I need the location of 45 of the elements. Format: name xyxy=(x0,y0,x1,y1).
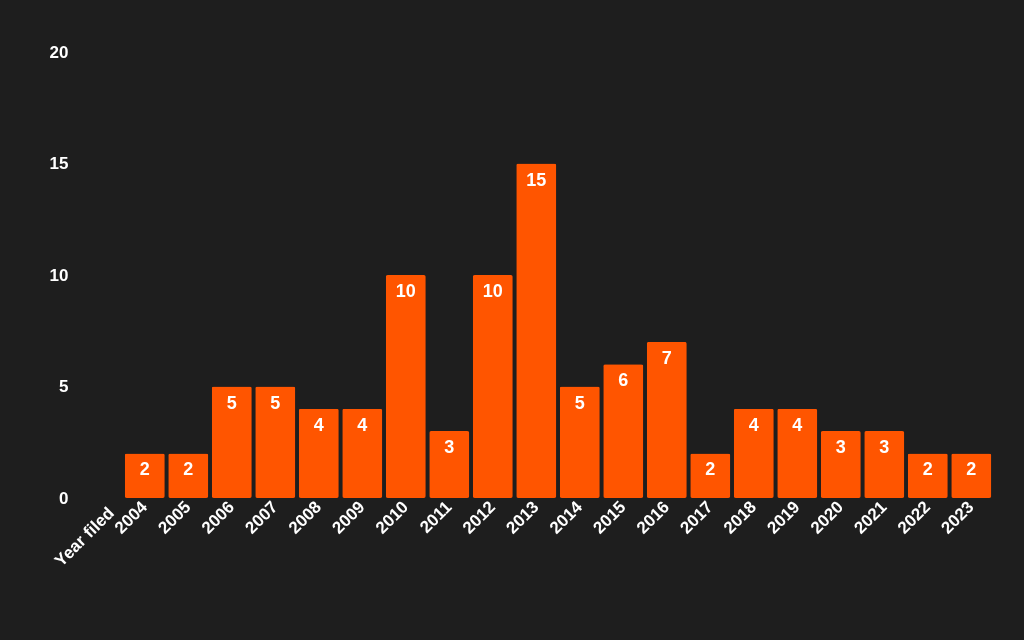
data-label: 2 xyxy=(966,459,977,480)
data-label: 3 xyxy=(444,437,455,458)
data-label: 4 xyxy=(357,414,368,435)
bar xyxy=(429,431,470,498)
data-label: 3 xyxy=(835,437,846,458)
bar xyxy=(603,364,644,498)
bar xyxy=(298,408,339,498)
y-tick-label: 15 xyxy=(49,154,69,173)
data-label: 10 xyxy=(482,281,503,301)
bar xyxy=(211,386,252,498)
bar xyxy=(168,453,209,498)
bar xyxy=(907,453,948,498)
data-label: 2 xyxy=(922,459,933,480)
bar xyxy=(820,431,861,498)
data-label: 4 xyxy=(792,414,803,435)
bar xyxy=(385,275,426,498)
bar xyxy=(864,431,905,498)
bar xyxy=(733,408,774,498)
data-label: 5 xyxy=(226,392,237,413)
bar xyxy=(559,386,600,498)
bar xyxy=(690,453,731,498)
bar xyxy=(777,408,818,498)
y-tick-label: 20 xyxy=(49,42,69,62)
bar xyxy=(255,386,296,498)
data-label: 5 xyxy=(270,392,281,413)
data-label: 2 xyxy=(139,459,150,480)
bar xyxy=(342,408,383,498)
bar xyxy=(516,163,557,498)
data-label: 4 xyxy=(748,414,759,435)
data-label: 7 xyxy=(661,347,672,368)
y-tick-label: 5 xyxy=(59,377,69,396)
data-label: 5 xyxy=(574,392,585,413)
bar xyxy=(646,341,687,498)
bar xyxy=(472,275,513,498)
bar xyxy=(124,453,165,498)
data-label: 2 xyxy=(183,459,194,480)
data-label: 15 xyxy=(526,169,547,190)
data-label: 4 xyxy=(313,414,324,435)
data-label: 6 xyxy=(618,370,629,391)
data-label: 3 xyxy=(879,437,890,458)
bar xyxy=(951,453,992,498)
data-label: 2 xyxy=(705,459,716,480)
data-label: 10 xyxy=(395,281,416,301)
y-tick-label: 10 xyxy=(49,265,69,285)
y-tick-label: 0 xyxy=(59,488,69,508)
